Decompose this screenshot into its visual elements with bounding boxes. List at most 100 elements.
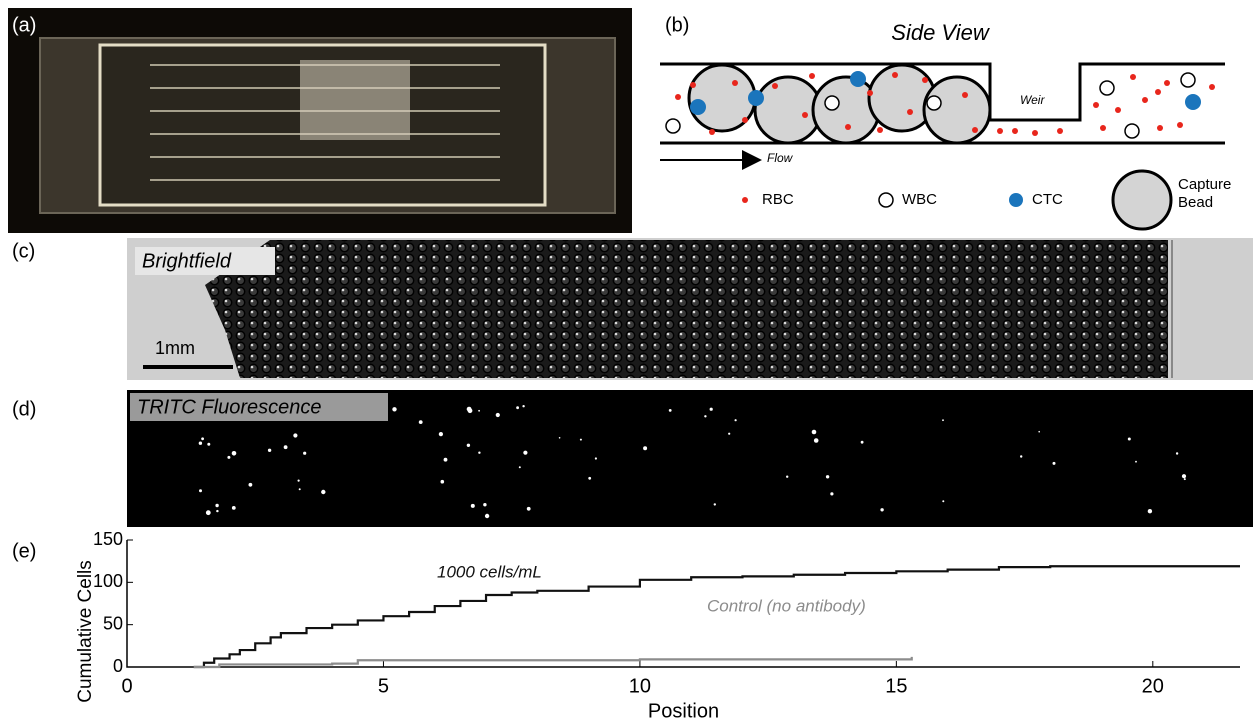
spot bbox=[522, 405, 524, 407]
spot bbox=[830, 492, 833, 495]
spot bbox=[942, 419, 944, 421]
spot bbox=[1184, 478, 1186, 480]
spot bbox=[206, 510, 211, 515]
spot bbox=[559, 437, 561, 439]
spot bbox=[1053, 462, 1056, 465]
y-axis-label: Cumulative Cells bbox=[75, 560, 96, 703]
spot bbox=[232, 506, 236, 510]
spot bbox=[880, 508, 883, 511]
y-tick-label: 0 bbox=[113, 656, 123, 676]
x-tick-label: 10 bbox=[629, 675, 651, 697]
legend-text: CTC bbox=[1032, 191, 1063, 208]
axes bbox=[127, 540, 1240, 667]
line bbox=[194, 566, 1240, 667]
spot bbox=[786, 476, 788, 478]
spot bbox=[467, 444, 470, 447]
spot bbox=[812, 430, 817, 435]
x-tick-label: 15 bbox=[885, 675, 907, 697]
spot bbox=[199, 442, 202, 445]
spot bbox=[207, 443, 210, 446]
spot bbox=[441, 480, 445, 484]
spot bbox=[714, 503, 716, 505]
panel-label: (b) bbox=[665, 14, 689, 36]
bead-bed bbox=[205, 240, 1168, 378]
spot bbox=[284, 445, 288, 449]
diagram-title: Side View bbox=[891, 20, 991, 45]
spot bbox=[298, 480, 300, 482]
spot bbox=[215, 504, 218, 507]
page: (a) (b) Side View Weir Flow RBC WBC CTC … bbox=[0, 0, 1253, 724]
legend-marker bbox=[879, 193, 893, 207]
spot bbox=[485, 514, 489, 518]
spot bbox=[299, 488, 301, 490]
spot bbox=[471, 504, 475, 508]
glare bbox=[300, 60, 410, 140]
spot bbox=[728, 433, 730, 435]
spot bbox=[478, 452, 480, 454]
spot bbox=[392, 407, 396, 411]
spot bbox=[419, 420, 423, 424]
panel-label: (d) bbox=[12, 398, 36, 420]
spot bbox=[516, 406, 519, 409]
flow-label: Flow bbox=[767, 151, 794, 165]
y-tick-label: 100 bbox=[93, 571, 123, 591]
panel-label: (c) bbox=[12, 240, 35, 262]
spot bbox=[523, 451, 527, 455]
spot bbox=[643, 446, 647, 450]
spot bbox=[496, 413, 500, 417]
spot bbox=[268, 449, 271, 452]
x-axis-label: Position bbox=[648, 700, 719, 722]
spot bbox=[710, 408, 713, 411]
legend-marker bbox=[1009, 193, 1023, 207]
legend-text: RBC bbox=[762, 191, 794, 208]
x-tick-label: 20 bbox=[1142, 675, 1164, 697]
spot bbox=[580, 439, 582, 441]
legend-text: Capture Bead bbox=[1178, 176, 1238, 212]
figure: (a) (b) Side View Weir Flow RBC WBC CTC … bbox=[0, 0, 1253, 724]
legend-text: WBC bbox=[902, 191, 937, 208]
spot bbox=[478, 410, 480, 412]
spot bbox=[216, 510, 218, 512]
spot bbox=[444, 458, 448, 462]
spot bbox=[942, 500, 944, 502]
spot bbox=[321, 490, 325, 494]
spot bbox=[227, 456, 230, 459]
spot bbox=[199, 489, 202, 492]
spot bbox=[483, 503, 486, 506]
spot bbox=[1182, 474, 1186, 478]
spot bbox=[249, 483, 253, 487]
x-tick-label: 0 bbox=[121, 675, 132, 697]
series-label: Control (no antibody) bbox=[707, 596, 866, 615]
image-label: Brightfield bbox=[142, 250, 232, 272]
x-tick-label: 5 bbox=[378, 675, 389, 697]
weir-label: Weir bbox=[1020, 93, 1045, 107]
series-label: 1000 cells/mL bbox=[437, 562, 542, 581]
spot bbox=[861, 441, 864, 444]
panel-label: (a) bbox=[12, 14, 36, 36]
spot bbox=[735, 419, 737, 421]
legend-marker bbox=[742, 197, 748, 203]
legend-marker bbox=[1113, 171, 1171, 229]
spot bbox=[1038, 431, 1040, 433]
y-tick-label: 150 bbox=[93, 529, 123, 549]
spot bbox=[1176, 452, 1178, 454]
panel-label: (e) bbox=[12, 540, 36, 562]
spot bbox=[293, 433, 297, 437]
spot bbox=[232, 451, 237, 456]
spot bbox=[303, 452, 306, 455]
spot bbox=[1020, 455, 1022, 457]
image-label: TRITC Fluorescence bbox=[137, 396, 322, 418]
spot bbox=[467, 407, 472, 412]
spot bbox=[595, 457, 597, 459]
spot bbox=[1135, 461, 1137, 463]
spot bbox=[201, 437, 204, 440]
spot bbox=[588, 477, 591, 480]
scale-label: 1mm bbox=[155, 338, 195, 358]
spot bbox=[704, 415, 706, 417]
spot bbox=[669, 409, 672, 412]
spot bbox=[519, 466, 521, 468]
spot bbox=[1128, 438, 1131, 441]
spot bbox=[814, 438, 819, 443]
line bbox=[194, 657, 912, 667]
